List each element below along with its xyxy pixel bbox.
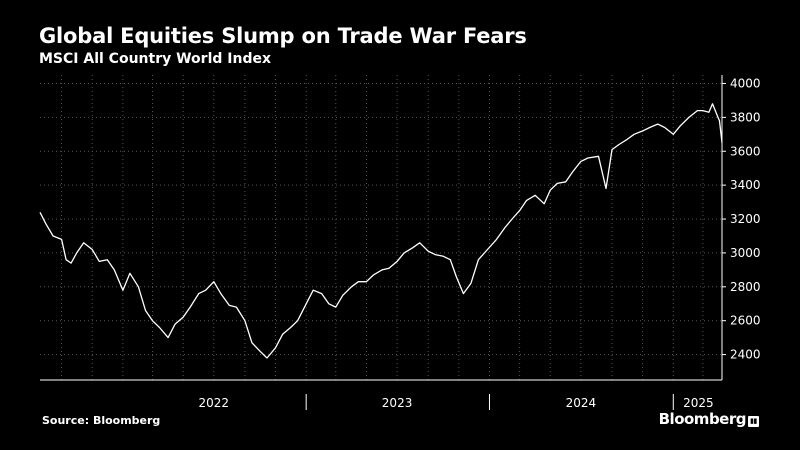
horizontal-gridlines <box>40 82 722 356</box>
y-tick-label: 4000 <box>730 76 761 90</box>
y-tick-label: 3400 <box>730 178 761 192</box>
series-group <box>39 103 723 359</box>
chart-subtitle: MSCI All Country World Index <box>39 51 271 67</box>
x-tick-label: 2024 <box>566 396 597 410</box>
year-separators <box>305 394 674 410</box>
y-tick-label: 2800 <box>730 280 761 294</box>
source-note: Source: Bloomberg <box>42 414 161 427</box>
y-tick-label: 2600 <box>730 314 761 328</box>
series-line <box>39 103 723 359</box>
chart-icon: ▮▮ <box>748 416 759 427</box>
x-tick-label: 2025 <box>683 396 714 410</box>
vertical-gridlines <box>61 75 704 380</box>
brand-logo: Bloomberg ▮▮ <box>659 410 759 428</box>
x-axis-labels: 2022 2023 2024 2025 <box>198 396 713 410</box>
y-tick-label: 3200 <box>730 212 761 226</box>
y-axis-ticks: 2400 2600 2800 3000 3200 3400 3600 3800 4000 <box>722 76 761 362</box>
y-tick-label: 3800 <box>730 110 761 124</box>
y-tick-label: 2400 <box>730 348 761 362</box>
y-tick-label: 3000 <box>730 246 761 260</box>
chart-title: Global Equities Slump on Trade War Fears <box>39 24 527 48</box>
y-tick-label: 3600 <box>730 144 761 158</box>
x-tick-label: 2022 <box>198 396 229 410</box>
brand-name: Bloomberg <box>658 410 747 428</box>
x-tick-label: 2023 <box>382 396 413 410</box>
